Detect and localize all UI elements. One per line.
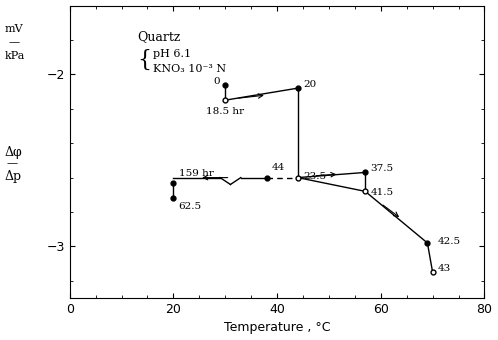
Text: 41.5: 41.5	[371, 188, 393, 197]
Text: {: {	[137, 49, 151, 71]
Text: 62.5: 62.5	[179, 202, 202, 211]
Text: kPa: kPa	[5, 51, 25, 61]
Text: —: —	[7, 158, 18, 168]
Text: 20: 20	[303, 80, 316, 89]
Text: mV: mV	[5, 24, 23, 34]
Text: —: —	[8, 37, 19, 47]
Text: KNO₃ 10⁻³ N: KNO₃ 10⁻³ N	[153, 64, 226, 74]
Text: 42.5: 42.5	[438, 237, 461, 246]
Text: 0: 0	[214, 77, 220, 86]
Text: 44: 44	[272, 164, 285, 172]
Text: 43: 43	[438, 264, 451, 273]
Text: 23.5: 23.5	[303, 172, 326, 182]
Text: pH 6.1: pH 6.1	[153, 49, 191, 59]
Text: Δp: Δp	[5, 170, 22, 183]
Text: 159 hr: 159 hr	[179, 169, 214, 177]
Text: 18.5 hr: 18.5 hr	[206, 107, 245, 116]
Text: 37.5: 37.5	[371, 165, 393, 173]
Text: Δφ: Δφ	[5, 147, 23, 159]
Text: Quartz: Quartz	[137, 30, 180, 43]
X-axis label: Temperature , °C: Temperature , °C	[224, 321, 330, 335]
